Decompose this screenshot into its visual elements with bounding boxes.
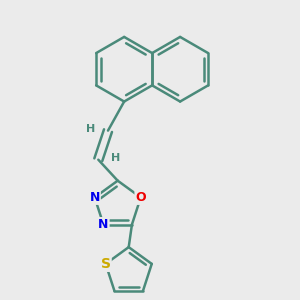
Text: H: H bbox=[85, 124, 95, 134]
Text: N: N bbox=[98, 218, 109, 231]
Text: S: S bbox=[101, 257, 111, 271]
Text: H: H bbox=[112, 153, 121, 163]
Text: N: N bbox=[89, 191, 100, 204]
Text: O: O bbox=[135, 191, 146, 204]
